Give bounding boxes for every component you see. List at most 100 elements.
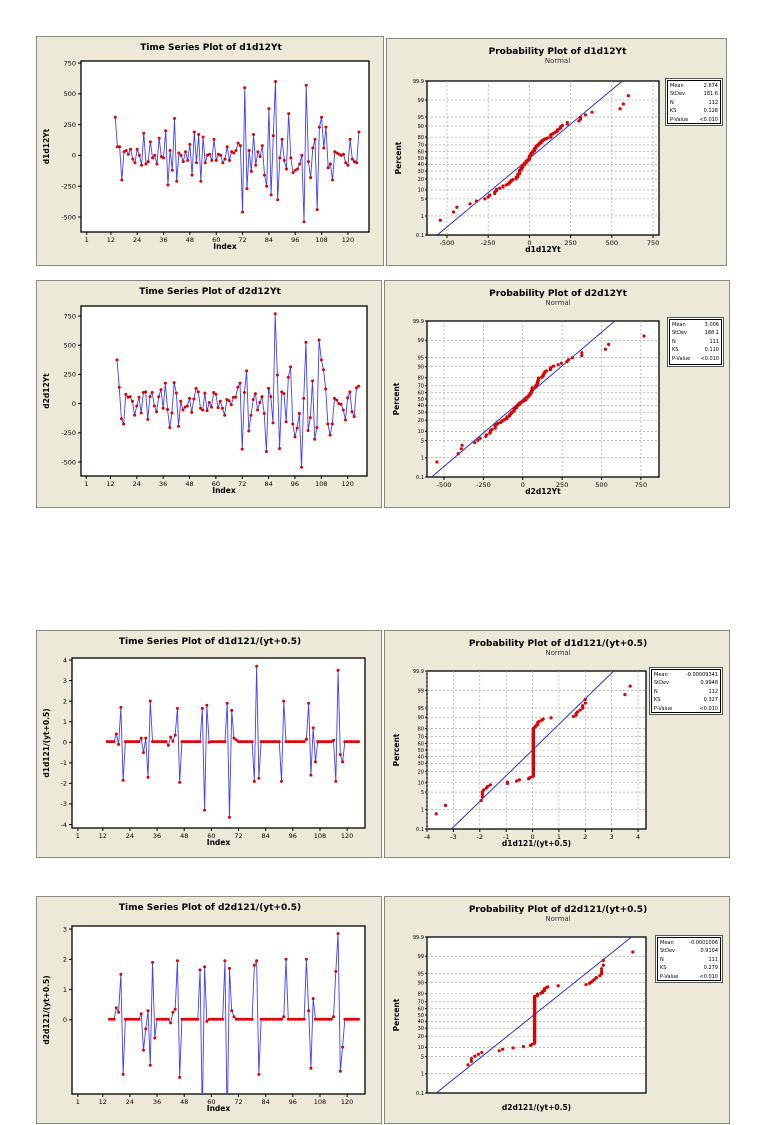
data-point [338, 753, 342, 757]
data-point [122, 422, 126, 426]
data-point [511, 1046, 515, 1050]
data-point [356, 1017, 360, 1021]
data-point [578, 708, 582, 712]
y-tick-label: 3 [63, 677, 67, 685]
x-tick-label: -250 [481, 239, 496, 247]
y-tick-label: 90 [418, 124, 424, 130]
data-point [286, 375, 290, 379]
data-point [322, 368, 326, 372]
data-point [455, 205, 459, 209]
data-point [343, 1017, 347, 1021]
data-point [205, 409, 209, 413]
x-tick-label: 96 [289, 1098, 297, 1106]
data-point [196, 1017, 200, 1021]
data-point [267, 107, 271, 111]
data-point [315, 208, 319, 212]
data-point [252, 132, 256, 136]
stat-label: KS [672, 347, 679, 354]
data-point [515, 779, 519, 783]
chart-title: Time Series Plot of d2d121/(yt+0.5) [119, 903, 301, 913]
data-point [337, 152, 341, 156]
data-point [316, 1017, 320, 1021]
data-point [120, 178, 124, 182]
time-series-panel: Time Series Plot of d2d121/(yt+0.5) Index… [36, 896, 382, 1124]
data-point [332, 396, 336, 400]
data-point [545, 136, 550, 140]
y-tick-label: 1 [421, 1072, 424, 1078]
y-tick-label: 50 [418, 748, 424, 754]
data-point [320, 740, 324, 744]
data-point [187, 1017, 191, 1021]
data-point [168, 149, 172, 153]
data-point [339, 153, 343, 157]
chart-title: Probability Plot of d2d121/(yt+0.5) [469, 905, 647, 915]
data-point [239, 740, 243, 744]
y-tick-label: 0.1 [416, 1091, 424, 1097]
x-tick-label: 750 [647, 239, 659, 247]
data-point [108, 1017, 112, 1021]
data-point [183, 405, 187, 409]
y-tick-label: 95 [418, 355, 424, 361]
data-point [183, 150, 187, 154]
data-point [166, 743, 170, 747]
data-point [266, 740, 270, 744]
chart-subtitle: Normal [545, 57, 570, 65]
data-point [225, 701, 229, 705]
data-point [238, 144, 242, 148]
data-point [560, 123, 564, 127]
data-point [268, 1017, 272, 1021]
data-point [511, 177, 515, 182]
data-point [196, 390, 200, 394]
data-point [178, 780, 182, 784]
stat-value: 0.9948 [700, 680, 719, 687]
data-point [232, 1015, 236, 1019]
data-point [306, 160, 310, 164]
data-point [131, 157, 135, 161]
data-point [126, 1017, 130, 1021]
data-point [341, 1045, 345, 1049]
stat-row: Mean -0.0001006 [660, 939, 718, 947]
y-tick-label: 50 [418, 156, 424, 162]
chart-title: Probability Plot of d1d12Yt [489, 47, 627, 57]
data-point [261, 740, 265, 744]
data-point [313, 137, 317, 141]
data-point [261, 1017, 265, 1021]
data-point [171, 1010, 175, 1014]
stat-label: StDev [670, 91, 686, 98]
data-point [304, 340, 308, 344]
data-point [327, 1017, 331, 1021]
y-tick-label: 99 [418, 688, 424, 694]
data-point [137, 153, 141, 157]
x-tick-label: 1 [85, 236, 89, 244]
data-point [343, 418, 347, 422]
data-point [135, 740, 139, 744]
chart-title: Time Series Plot of d1d121/(yt+0.5) [119, 637, 301, 647]
data-point [231, 395, 235, 399]
data-point [298, 1017, 302, 1021]
data-point [583, 113, 588, 117]
y-tick-label: 99.9 [413, 319, 424, 325]
data-point [528, 776, 532, 780]
data-point [184, 1017, 188, 1021]
x-tick-label: 250 [564, 239, 576, 247]
data-point [114, 1006, 118, 1010]
data-point [194, 740, 198, 744]
data-point [180, 1017, 184, 1021]
data-point [501, 1047, 505, 1051]
y-tick-label: 20 [418, 418, 424, 424]
stat-row: P-Value <0.010 [660, 973, 718, 981]
x-axis-label: d2d12Yt [525, 487, 561, 496]
data-point [194, 161, 198, 165]
y-tick-label: 90 [418, 980, 424, 986]
series-line [114, 81, 360, 222]
y-axis-label: Percent [392, 382, 401, 415]
data-point [623, 693, 627, 697]
stat-value: 112 [708, 688, 718, 695]
data-point [270, 1017, 274, 1021]
data-point [556, 363, 560, 367]
data-point [251, 398, 255, 402]
data-point [212, 137, 216, 141]
data-point [177, 424, 181, 428]
x-tick-label: 24 [133, 480, 141, 488]
